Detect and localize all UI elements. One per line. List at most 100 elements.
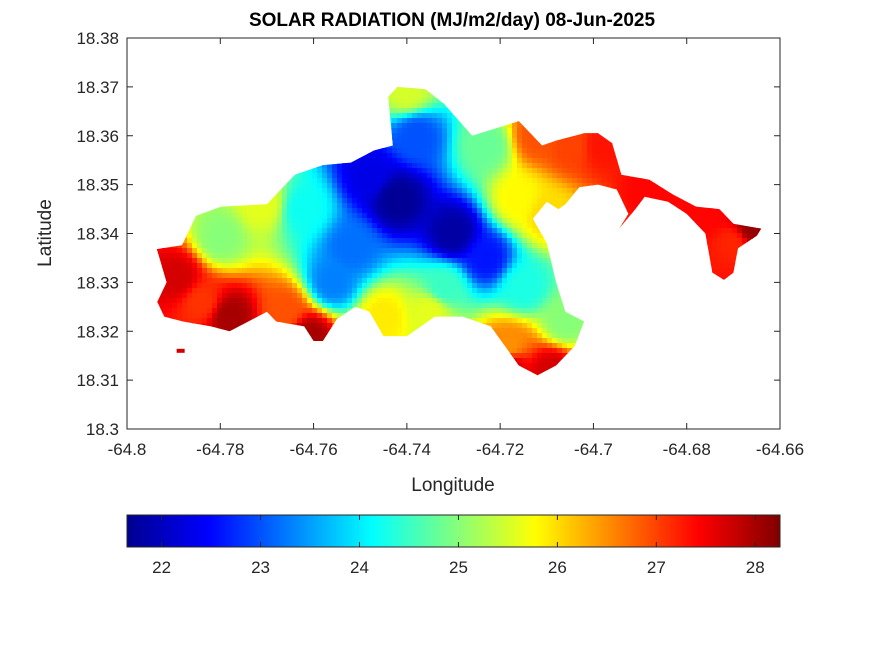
heatmap-cell — [257, 293, 263, 299]
heatmap-cell — [237, 248, 243, 254]
heatmap-cell — [382, 303, 388, 309]
heatmap-cell — [362, 248, 368, 254]
heatmap-cell — [157, 298, 163, 304]
heatmap-cell — [202, 228, 208, 234]
heatmap-cell — [417, 148, 423, 154]
heatmap-cell — [302, 198, 308, 204]
heatmap-cell — [297, 178, 303, 184]
heatmap-cell — [372, 303, 378, 309]
heatmap-cell — [297, 188, 303, 194]
heatmap-cell — [432, 163, 438, 169]
heatmap-cell — [397, 198, 403, 204]
heatmap-cell — [187, 303, 193, 309]
heatmap-cell — [237, 268, 243, 274]
heatmap-cell — [347, 303, 353, 309]
heatmap-cell — [362, 203, 368, 209]
heatmap-cell — [392, 313, 398, 319]
heatmap-cell — [387, 263, 393, 269]
heatmap-cell — [342, 168, 348, 174]
heatmap-cell — [382, 283, 388, 289]
heatmap-cell — [272, 203, 278, 209]
heatmap-cell — [327, 283, 333, 289]
heatmap-cell — [417, 298, 423, 304]
heatmap-cell — [342, 298, 348, 304]
heatmap-cell — [412, 148, 418, 154]
heatmap-cell — [192, 258, 198, 264]
heatmap-cell — [322, 313, 328, 319]
heatmap-cell — [277, 278, 283, 284]
heatmap-cell — [287, 283, 293, 289]
heatmap-cell — [432, 218, 438, 224]
heatmap-cell — [402, 318, 408, 324]
heatmap-cell — [162, 258, 168, 264]
heatmap-cell — [192, 298, 198, 304]
heatmap-cell — [187, 278, 193, 284]
heatmap-cell — [422, 88, 428, 94]
heatmap-cell — [302, 183, 308, 189]
heatmap-cell — [437, 163, 443, 169]
heatmap-cell — [242, 308, 248, 314]
heatmap-cell — [212, 213, 218, 219]
heatmap-cell — [202, 293, 208, 299]
heatmap-cell — [402, 98, 408, 104]
heatmap-cell — [212, 233, 218, 239]
heatmap-cell — [227, 308, 233, 314]
heatmap-cell — [387, 188, 393, 194]
heatmap-cell — [387, 238, 393, 244]
heatmap-cell — [312, 293, 318, 299]
heatmap-cell — [237, 233, 243, 239]
heatmap-cell — [422, 303, 428, 309]
heatmap-cell — [417, 223, 423, 229]
heatmap-cell — [192, 243, 198, 249]
heatmap-cell — [277, 213, 283, 219]
heatmap-cell — [362, 213, 368, 219]
heatmap-cell — [282, 193, 288, 199]
heatmap-cell — [257, 283, 263, 289]
heatmap-cell — [337, 213, 343, 219]
heatmap-cell — [367, 253, 373, 259]
heatmap-cell — [327, 233, 333, 239]
heatmap-cell — [307, 303, 313, 309]
heatmap-cell — [357, 278, 363, 284]
heatmap-cell — [427, 93, 433, 99]
heatmap-cell — [197, 283, 203, 289]
heatmap-cell — [322, 253, 328, 259]
heatmap-cell — [432, 253, 438, 259]
heatmap-cell — [387, 173, 393, 179]
heatmap-cell — [322, 318, 328, 324]
heatmap-cell — [297, 248, 303, 254]
heatmap-cell — [392, 138, 398, 144]
heatmap-cell — [357, 228, 363, 234]
heatmap-cell — [412, 203, 418, 209]
heatmap-cell — [382, 203, 388, 209]
heatmap-cell — [352, 233, 358, 239]
heatmap-cell — [187, 268, 193, 274]
heatmap-cell — [282, 203, 288, 209]
heatmap-cell — [362, 223, 368, 229]
heatmap-cell — [207, 268, 213, 274]
heatmap-cell — [417, 278, 423, 284]
heatmap-cell — [402, 158, 408, 164]
heatmap-cell — [232, 323, 238, 329]
heatmap-cell — [277, 318, 283, 324]
heatmap-cell — [327, 268, 333, 274]
heatmap-cell — [402, 223, 408, 229]
heatmap-cell — [387, 218, 393, 224]
heatmap-cell — [302, 293, 308, 299]
heatmap-cell — [317, 313, 323, 319]
heatmap-cell — [237, 298, 243, 304]
heatmap-cell — [297, 288, 303, 294]
heatmap-cell — [287, 298, 293, 304]
heatmap-cell — [332, 183, 338, 189]
heatmap-cell — [407, 303, 413, 309]
heatmap-cell — [412, 133, 418, 139]
heatmap-cell — [337, 308, 343, 314]
heatmap-cell — [352, 248, 358, 254]
heatmap-cell — [257, 268, 263, 274]
heatmap-cell — [382, 248, 388, 254]
heatmap-cell — [287, 223, 293, 229]
heatmap-cell — [327, 163, 333, 169]
heatmap-cell — [242, 218, 248, 224]
heatmap-cell — [357, 243, 363, 249]
heatmap-cell — [242, 243, 248, 249]
